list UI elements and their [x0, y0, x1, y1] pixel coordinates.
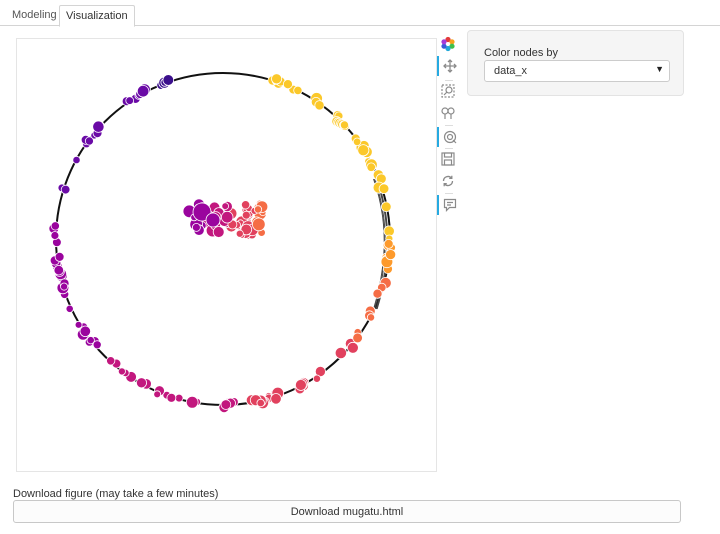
- pan-icon[interactable]: [437, 56, 461, 76]
- graph-node[interactable]: [50, 231, 60, 240]
- graph-node[interactable]: [221, 202, 230, 210]
- graph-node[interactable]: [220, 210, 234, 224]
- graph-node[interactable]: [380, 201, 392, 213]
- chevron-down-icon: ▼: [655, 64, 664, 74]
- graph-node[interactable]: [235, 229, 244, 238]
- graph-node[interactable]: [282, 79, 293, 90]
- graph-node[interactable]: [191, 222, 201, 232]
- graph-node[interactable]: [241, 210, 251, 220]
- graph-node[interactable]: [174, 393, 184, 403]
- graph-node[interactable]: [74, 320, 83, 329]
- download-label: Download figure (may take a few minutes): [13, 488, 219, 500]
- graph-node[interactable]: [241, 200, 251, 210]
- graph-node[interactable]: [60, 184, 71, 195]
- graph-node[interactable]: [50, 221, 60, 231]
- graph-node[interactable]: [357, 144, 370, 157]
- graph-node[interactable]: [153, 390, 162, 399]
- graph-node[interactable]: [240, 223, 253, 236]
- hover-icon[interactable]: [437, 195, 461, 215]
- graph-node[interactable]: [383, 238, 394, 249]
- graph-node[interactable]: [293, 85, 303, 96]
- network-graph-canvas[interactable]: [17, 39, 436, 471]
- tap-icon[interactable]: [437, 103, 459, 123]
- graph-node[interactable]: [166, 392, 177, 403]
- graph-node[interactable]: [352, 332, 363, 344]
- graph-node[interactable]: [205, 212, 221, 228]
- graph-node[interactable]: [79, 325, 92, 338]
- graph-node[interactable]: [162, 74, 175, 86]
- graph-node[interactable]: [220, 399, 232, 410]
- graph-node[interactable]: [92, 340, 102, 350]
- save-icon[interactable]: [437, 149, 459, 169]
- graph-node[interactable]: [252, 217, 266, 232]
- graph-node[interactable]: [294, 379, 307, 391]
- color-nodes-label: Color nodes by: [484, 47, 558, 59]
- graph-node[interactable]: [256, 398, 265, 408]
- graph-node[interactable]: [54, 251, 65, 262]
- graph-node[interactable]: [53, 264, 65, 276]
- graph-node[interactable]: [385, 249, 397, 261]
- graph-node[interactable]: [106, 356, 116, 366]
- graph-node[interactable]: [366, 313, 376, 322]
- tab-modeling[interactable]: Modeling: [12, 9, 57, 21]
- plot-toolbar: [437, 34, 461, 218]
- graph-node[interactable]: [86, 336, 95, 345]
- graph-node[interactable]: [314, 100, 325, 111]
- network-plot[interactable]: [16, 38, 437, 472]
- tab-visualization[interactable]: Visualization: [59, 5, 135, 27]
- download-button[interactable]: Download mugatu.html: [13, 500, 681, 523]
- box-zoom-icon[interactable]: [437, 81, 459, 101]
- graph-node[interactable]: [212, 226, 225, 238]
- graph-node[interactable]: [271, 73, 283, 85]
- color-nodes-select[interactable]: data_x ▼: [484, 60, 670, 82]
- graph-node[interactable]: [346, 341, 359, 354]
- graph-node[interactable]: [84, 136, 94, 146]
- graph-node[interactable]: [185, 395, 199, 409]
- graph-node[interactable]: [253, 205, 263, 214]
- graph-node[interactable]: [125, 96, 134, 105]
- graph-node[interactable]: [60, 282, 69, 291]
- tab-bar: Modeling Visualization: [0, 0, 720, 27]
- graph-node[interactable]: [92, 120, 105, 133]
- color-nodes-widget: Color nodes by data_x ▼: [467, 30, 684, 96]
- selected-value: data_x: [494, 65, 528, 77]
- graph-node[interactable]: [270, 393, 282, 405]
- graph-node[interactable]: [372, 288, 383, 299]
- graph-node[interactable]: [352, 137, 362, 146]
- reset-icon[interactable]: [437, 171, 459, 191]
- bokeh-logo-icon[interactable]: [437, 34, 459, 54]
- wheel-zoom-icon[interactable]: [437, 127, 461, 147]
- graph-node[interactable]: [366, 162, 376, 172]
- graph-node[interactable]: [339, 120, 349, 130]
- graph-node[interactable]: [136, 377, 148, 389]
- graph-node[interactable]: [136, 85, 150, 98]
- graph-node[interactable]: [65, 304, 74, 313]
- graph-node[interactable]: [72, 155, 81, 165]
- graph-node[interactable]: [378, 183, 390, 195]
- graph-node[interactable]: [117, 367, 126, 376]
- graph-node[interactable]: [334, 346, 347, 360]
- graph-node[interactable]: [312, 374, 321, 383]
